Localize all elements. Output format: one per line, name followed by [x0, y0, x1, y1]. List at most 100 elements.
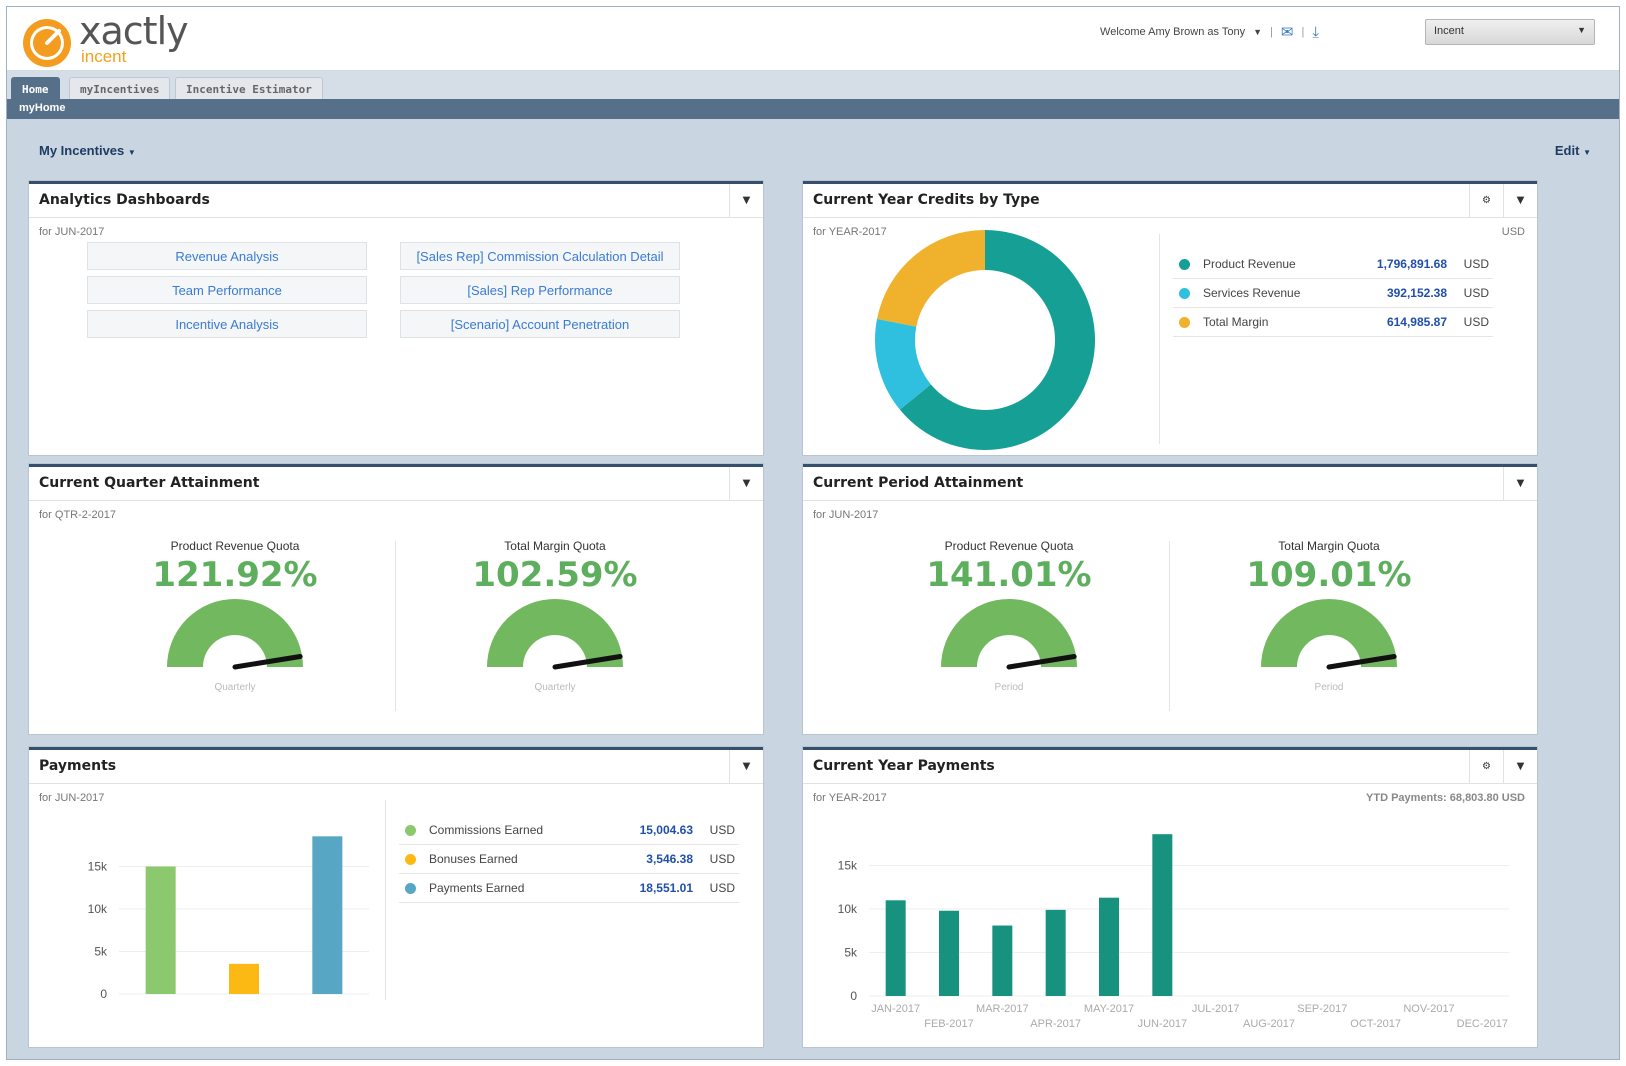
edit-dropdown[interactable]: Edit ▼ [1555, 143, 1591, 158]
y-tick-label: 15k [88, 860, 108, 874]
mail-icon[interactable]: ✉ [1280, 24, 1294, 41]
gauge-footer: Quarterly [214, 682, 256, 693]
bar-feb-2017[interactable] [939, 910, 959, 996]
role-select[interactable]: Incent ▼ [1425, 19, 1595, 45]
bar-apr-2017[interactable] [1045, 909, 1066, 996]
gauge-needle [552, 653, 623, 670]
panel-title-text: Current Period Attainment [813, 475, 1024, 491]
panel-period: for JUN-2017 [39, 226, 105, 238]
analytics-dashboards-panel: Analytics Dashboards ▼ for JUN-2017 Reve… [29, 181, 763, 455]
account-penetration-link[interactable]: [Scenario] Account Penetration [400, 310, 680, 338]
panel-title-text: Current Quarter Attainment [39, 475, 260, 491]
x-tick-label: DEC-2017 [1457, 1018, 1508, 1030]
tab-incentive-estimator[interactable]: Incentive Estimator [175, 77, 323, 99]
logo-gauge-icon [23, 19, 71, 67]
revenue-analysis-link[interactable]: Revenue Analysis [87, 242, 367, 270]
panel-menu-chevron-icon[interactable]: ▼ [729, 184, 763, 217]
legend-row: Product Revenue 1,796,891.68 USD [1173, 250, 1493, 279]
rep-performance-link[interactable]: [Sales] Rep Performance [400, 276, 680, 304]
panel-menu-chevron-icon[interactable]: ▼ [729, 750, 763, 783]
y-tick-label: 0 [100, 987, 107, 1001]
welcome-text[interactable]: Welcome Amy Brown as Tony [1100, 26, 1246, 38]
gauge-arc [167, 599, 303, 667]
y-tick-label: 15k [838, 859, 858, 873]
separator: | [1301, 26, 1305, 38]
bar-jan-2017[interactable] [885, 900, 906, 996]
donut-slice-total-margin[interactable] [877, 230, 985, 327]
team-performance-link[interactable]: Team Performance [87, 276, 367, 304]
donut-slice-services-revenue[interactable] [875, 318, 931, 410]
panel-title-text: Analytics Dashboards [39, 192, 210, 208]
gauge-arc [487, 599, 623, 667]
legend-name: Commissions Earned [429, 823, 544, 837]
payments-legend: Commissions Earned 15,004.63 USD Bonuses… [399, 816, 739, 903]
panel-title: Current Year Credits by Type ⚙ ▼ [803, 184, 1537, 218]
product-revenue-gauge: Product Revenue Quota 121.92% Quarterly [85, 539, 385, 693]
xactly-logo[interactable]: xactly incent [21, 9, 241, 69]
download-icon[interactable]: ⤓ [1312, 23, 1319, 41]
gear-icon[interactable]: ⚙ [1469, 750, 1503, 783]
bar-commissions-earned[interactable] [145, 866, 176, 994]
gauge-needle [232, 653, 303, 670]
tab-home[interactable]: Home [11, 77, 60, 99]
tab-bar: Home myIncentives Incentive Estimator [7, 71, 1619, 99]
gauge-value: 121.92% [152, 555, 318, 595]
x-tick-label: NOV-2017 [1403, 1003, 1454, 1015]
panel-menu-chevron-icon[interactable]: ▼ [1503, 467, 1537, 500]
user-caret-icon[interactable]: ▼ [1253, 27, 1263, 37]
panel-menu-chevron-icon[interactable]: ▼ [1503, 750, 1537, 783]
bar-may-2017[interactable] [1099, 897, 1119, 996]
incentive-analysis-link[interactable]: Incentive Analysis [87, 310, 367, 338]
panel-title: Current Quarter Attainment ▼ [29, 467, 763, 501]
legend-name: Services Revenue [1203, 286, 1301, 300]
top-header: xactly incent Welcome Amy Brown as Tony … [7, 7, 1619, 71]
commission-calculation-detail-link[interactable]: [Sales Rep] Commission Calculation Detai… [400, 242, 680, 270]
chevron-down-icon: ▼ [1577, 25, 1586, 35]
gauge-footer: Quarterly [534, 682, 576, 693]
quarter-attainment-panel: Current Quarter Attainment ▼ for QTR-2-2… [29, 464, 763, 734]
gauge-arc [941, 599, 1077, 667]
legend-value: 18,551.01 [639, 881, 693, 895]
edit-label: Edit [1554, 143, 1580, 158]
gauge-dial [941, 599, 1077, 670]
services-revenue-dot-icon [1179, 288, 1190, 299]
legend-name: Product Revenue [1203, 257, 1296, 271]
payments-panel: Payments ▼ for JUN-2017 0 5k 10k 15k Commis… [29, 747, 763, 1047]
gear-icon[interactable]: ⚙ [1469, 184, 1503, 217]
legend-value: 1,796,891.68 [1376, 257, 1447, 271]
panel-title: Payments ▼ [29, 750, 763, 784]
y-tick-label: 0 [850, 989, 857, 1003]
gauge-dial [1261, 599, 1397, 670]
panel-menu-chevron-icon[interactable]: ▼ [1503, 184, 1537, 217]
x-tick-label: JAN-2017 [871, 1003, 920, 1015]
x-tick-label: AUG-2017 [1243, 1018, 1295, 1030]
legend-unit: USD [1463, 315, 1489, 329]
bar-bonuses-earned[interactable] [229, 963, 259, 994]
tab-myincentives[interactable]: myIncentives [69, 77, 171, 99]
gauge-label: Product Revenue Quota [170, 539, 300, 553]
gauge-footer: Period [1314, 682, 1344, 693]
logo-subtext: incent [81, 47, 127, 66]
bar-mar-2017[interactable] [992, 925, 1013, 996]
credits-donut-chart [875, 230, 1095, 450]
gauge-label: Total Margin Quota [1278, 539, 1380, 553]
bar-payments-earned[interactable] [312, 836, 343, 994]
panel-period: for JUN-2017 [813, 509, 879, 521]
app-window: xactly incent Welcome Amy Brown as Tony … [6, 6, 1620, 1060]
payments-bar-chart: 0 5k 10k 15k [88, 836, 369, 1001]
x-tick-label: JUL-2017 [1192, 1003, 1240, 1015]
product-revenue-dot-icon [1179, 259, 1190, 270]
legend-value: 392,152.38 [1386, 286, 1447, 300]
x-tick-label: MAR-2017 [976, 1003, 1029, 1015]
panel-title-text: Current Year Payments [813, 758, 995, 774]
legend-unit: USD [709, 823, 735, 837]
logo-text: xactly [79, 9, 189, 53]
gauge-value: 102.59% [472, 555, 638, 595]
gauge-needle [1326, 653, 1397, 670]
bar-jun-2017[interactable] [1152, 834, 1173, 996]
my-incentives-dropdown[interactable]: My Incentives ▼ [39, 143, 136, 158]
donut-slice-product-revenue[interactable] [899, 230, 1095, 450]
panel-menu-chevron-icon[interactable]: ▼ [729, 467, 763, 500]
legend-name: Payments Earned [429, 881, 525, 895]
panel-period: for QTR-2-2017 [39, 509, 117, 521]
